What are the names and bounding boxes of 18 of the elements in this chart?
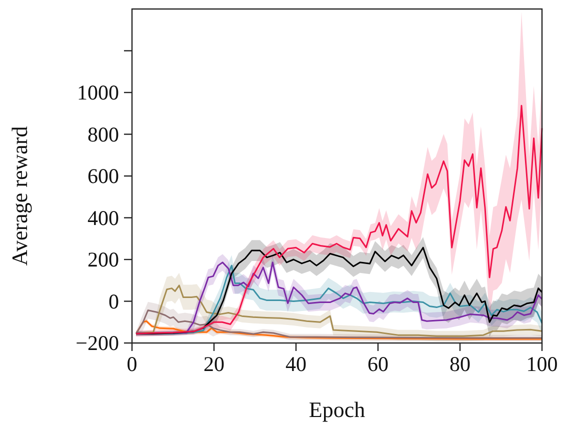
y-tick-label: −200 [76, 331, 119, 355]
y-tick-label: 600 [88, 164, 119, 188]
line-series [135, 284, 543, 337]
y-tick-label: 1000 [77, 80, 119, 104]
x-axis-title: Epoch [308, 397, 366, 422]
x-tick-label: 100 [526, 352, 558, 376]
x-tick-label: 20 [204, 352, 224, 376]
y-tick-label: 0 [108, 289, 119, 314]
y-tick-label: 800 [88, 122, 119, 146]
x-tick-label: 60 [368, 352, 388, 376]
y-tick-label: 400 [88, 206, 119, 230]
y-tick-label: 200 [88, 248, 119, 272]
y-axis-title: Average reward [7, 126, 32, 266]
x-tick-label: 80 [450, 352, 470, 376]
x-tick-label: 0 [126, 352, 138, 376]
line-series [135, 104, 543, 334]
line-series [135, 309, 543, 339]
x-tick-label: 40 [286, 352, 306, 376]
